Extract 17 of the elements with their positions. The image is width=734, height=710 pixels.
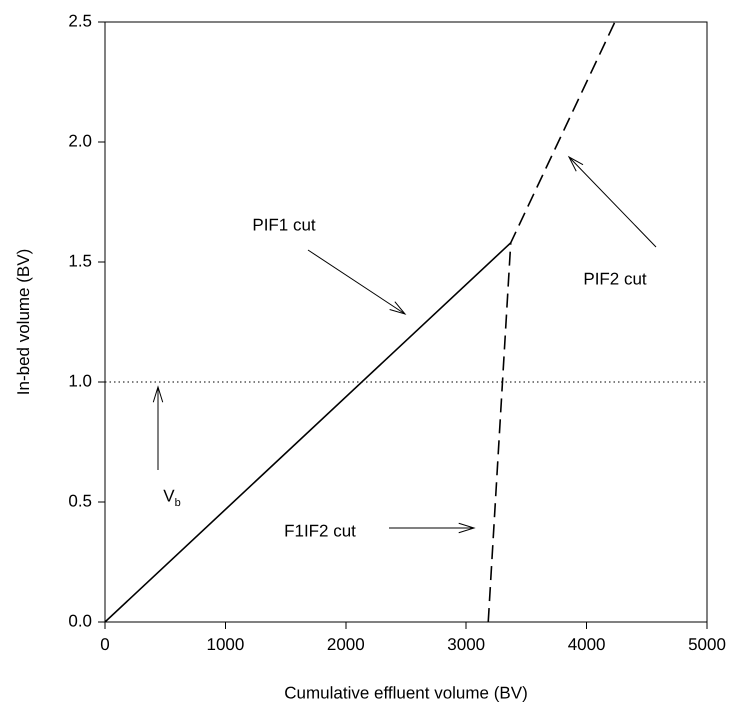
x-axis-title: Cumulative effluent volume (BV)	[284, 683, 528, 702]
x-tick-label: 3000	[447, 634, 486, 654]
y-tick-label: 1.0	[68, 372, 92, 391]
annotation: PIF2 cut	[583, 270, 647, 289]
x-tick-label: 4000	[568, 634, 606, 654]
x-tick-label: 5000	[688, 634, 726, 654]
y-tick-label: 1.5	[68, 252, 92, 271]
y-tick-label: 2.0	[68, 132, 92, 151]
y-tick-label: 0.5	[68, 492, 92, 511]
annotation: F1IF2 cut	[284, 522, 356, 541]
x-tick-label: 1000	[206, 634, 244, 654]
annotation: PIF1 cut	[252, 216, 316, 235]
y-axis-title: In-bed volume (BV)	[14, 248, 33, 396]
x-tick-label: 0	[100, 634, 110, 654]
y-tick-label: 2.5	[68, 12, 92, 31]
x-tick-label: 2000	[326, 634, 365, 654]
y-tick-label: 0.0	[68, 612, 92, 631]
